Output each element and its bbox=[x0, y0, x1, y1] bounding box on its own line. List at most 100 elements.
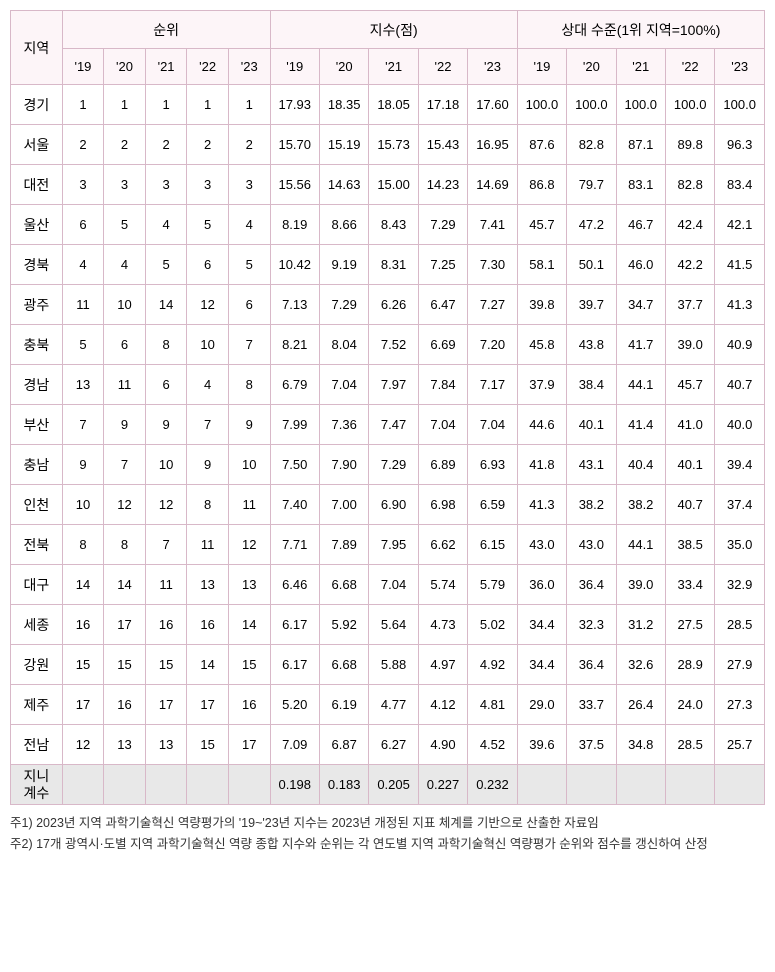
cell-relative: 41.0 bbox=[665, 405, 714, 445]
cell-relative: 42.4 bbox=[665, 205, 714, 245]
cell-relative: 36.0 bbox=[517, 565, 566, 605]
cell-rank: 7 bbox=[187, 405, 229, 445]
cell-rank: 15 bbox=[228, 645, 270, 685]
cell-rank: 1 bbox=[187, 85, 229, 125]
cell-rank: 12 bbox=[187, 285, 229, 325]
cell-rank: 17 bbox=[104, 605, 146, 645]
cell-relative: 37.7 bbox=[665, 285, 714, 325]
cell-rank: 14 bbox=[104, 565, 146, 605]
cell-rank: 12 bbox=[104, 485, 146, 525]
cell-relative: 40.7 bbox=[665, 485, 714, 525]
cell-relative: 27.3 bbox=[715, 685, 765, 725]
cell-relative: 32.9 bbox=[715, 565, 765, 605]
cell-score: 4.81 bbox=[468, 685, 518, 725]
cell-score: 4.97 bbox=[418, 645, 467, 685]
cell-relative: 40.7 bbox=[715, 365, 765, 405]
cell-relative: 41.3 bbox=[517, 485, 566, 525]
cell-rank: 9 bbox=[228, 405, 270, 445]
gini-blank bbox=[665, 765, 714, 805]
cell-rank: 16 bbox=[187, 605, 229, 645]
cell-score: 4.90 bbox=[418, 725, 467, 765]
cell-score: 15.56 bbox=[270, 165, 319, 205]
cell-rank: 5 bbox=[187, 205, 229, 245]
data-table: 지역 순위 지수(점) 상대 수준(1위 지역=100%) '19'20'21'… bbox=[10, 10, 765, 805]
cell-relative: 34.4 bbox=[517, 645, 566, 685]
cell-relative: 39.8 bbox=[517, 285, 566, 325]
cell-rank: 8 bbox=[145, 325, 187, 365]
cell-region: 광주 bbox=[11, 285, 63, 325]
cell-relative: 89.8 bbox=[665, 125, 714, 165]
cell-score: 5.64 bbox=[369, 605, 418, 645]
cell-score: 6.27 bbox=[369, 725, 418, 765]
cell-score: 7.36 bbox=[319, 405, 368, 445]
cell-rank: 15 bbox=[145, 645, 187, 685]
cell-rank: 9 bbox=[104, 405, 146, 445]
cell-score: 6.68 bbox=[319, 645, 368, 685]
cell-score: 6.79 bbox=[270, 365, 319, 405]
table-row: 강원15151514156.176.685.884.974.9234.436.4… bbox=[11, 645, 765, 685]
table-row: 세종16171616146.175.925.644.735.0234.432.3… bbox=[11, 605, 765, 645]
cell-score: 7.99 bbox=[270, 405, 319, 445]
cell-relative: 42.2 bbox=[665, 245, 714, 285]
cell-relative: 43.0 bbox=[567, 525, 616, 565]
cell-score: 7.04 bbox=[468, 405, 518, 445]
cell-score: 7.30 bbox=[468, 245, 518, 285]
cell-relative: 87.1 bbox=[616, 125, 665, 165]
cell-score: 7.25 bbox=[418, 245, 467, 285]
cell-score: 4.52 bbox=[468, 725, 518, 765]
cell-rank: 7 bbox=[62, 405, 104, 445]
header-year: '22 bbox=[665, 49, 714, 85]
cell-rank: 13 bbox=[228, 565, 270, 605]
cell-score: 4.77 bbox=[369, 685, 418, 725]
header-year: '22 bbox=[418, 49, 467, 85]
gini-blank bbox=[62, 765, 104, 805]
cell-relative: 33.7 bbox=[567, 685, 616, 725]
header-year: '20 bbox=[319, 49, 368, 85]
cell-rank: 8 bbox=[62, 525, 104, 565]
table-row: 전남12131315177.096.876.274.904.5239.637.5… bbox=[11, 725, 765, 765]
cell-rank: 11 bbox=[104, 365, 146, 405]
footnote-2: 주2) 17개 광역시·도별 지역 과학기술혁신 역량 종합 지수와 순위는 각… bbox=[10, 834, 765, 855]
table-row: 경기1111117.9318.3518.0517.1817.60100.0100… bbox=[11, 85, 765, 125]
table-row: 전북88711127.717.897.956.626.1543.043.044.… bbox=[11, 525, 765, 565]
cell-score: 7.47 bbox=[369, 405, 418, 445]
cell-relative: 28.5 bbox=[665, 725, 714, 765]
cell-score: 7.29 bbox=[369, 445, 418, 485]
cell-rank: 1 bbox=[104, 85, 146, 125]
cell-relative: 35.0 bbox=[715, 525, 765, 565]
cell-rank: 10 bbox=[145, 445, 187, 485]
cell-rank: 4 bbox=[145, 205, 187, 245]
header-year: '19 bbox=[62, 49, 104, 85]
cell-relative: 58.1 bbox=[517, 245, 566, 285]
cell-relative: 83.4 bbox=[715, 165, 765, 205]
cell-rank: 10 bbox=[104, 285, 146, 325]
cell-score: 6.68 bbox=[319, 565, 368, 605]
cell-score: 7.52 bbox=[369, 325, 418, 365]
cell-score: 6.89 bbox=[418, 445, 467, 485]
cell-relative: 96.3 bbox=[715, 125, 765, 165]
gini-value: 0.205 bbox=[369, 765, 418, 805]
cell-relative: 39.7 bbox=[567, 285, 616, 325]
cell-rank: 16 bbox=[62, 605, 104, 645]
header-years-row: '19'20'21'22'23'19'20'21'22'23'19'20'21'… bbox=[11, 49, 765, 85]
cell-relative: 32.3 bbox=[567, 605, 616, 645]
table-header: 지역 순위 지수(점) 상대 수준(1위 지역=100%) '19'20'21'… bbox=[11, 11, 765, 85]
cell-score: 7.71 bbox=[270, 525, 319, 565]
cell-relative: 32.6 bbox=[616, 645, 665, 685]
cell-score: 7.89 bbox=[319, 525, 368, 565]
cell-relative: 87.6 bbox=[517, 125, 566, 165]
cell-rank: 3 bbox=[62, 165, 104, 205]
cell-rank: 6 bbox=[145, 365, 187, 405]
cell-score: 6.17 bbox=[270, 605, 319, 645]
header-score: 지수(점) bbox=[270, 11, 517, 49]
cell-relative: 41.8 bbox=[517, 445, 566, 485]
cell-region: 울산 bbox=[11, 205, 63, 245]
cell-relative: 82.8 bbox=[665, 165, 714, 205]
gini-label: 지니계수 bbox=[11, 765, 63, 805]
header-year: '23 bbox=[715, 49, 765, 85]
cell-score: 16.95 bbox=[468, 125, 518, 165]
header-year: '19 bbox=[517, 49, 566, 85]
cell-rank: 12 bbox=[145, 485, 187, 525]
gini-blank bbox=[104, 765, 146, 805]
gini-blank bbox=[616, 765, 665, 805]
